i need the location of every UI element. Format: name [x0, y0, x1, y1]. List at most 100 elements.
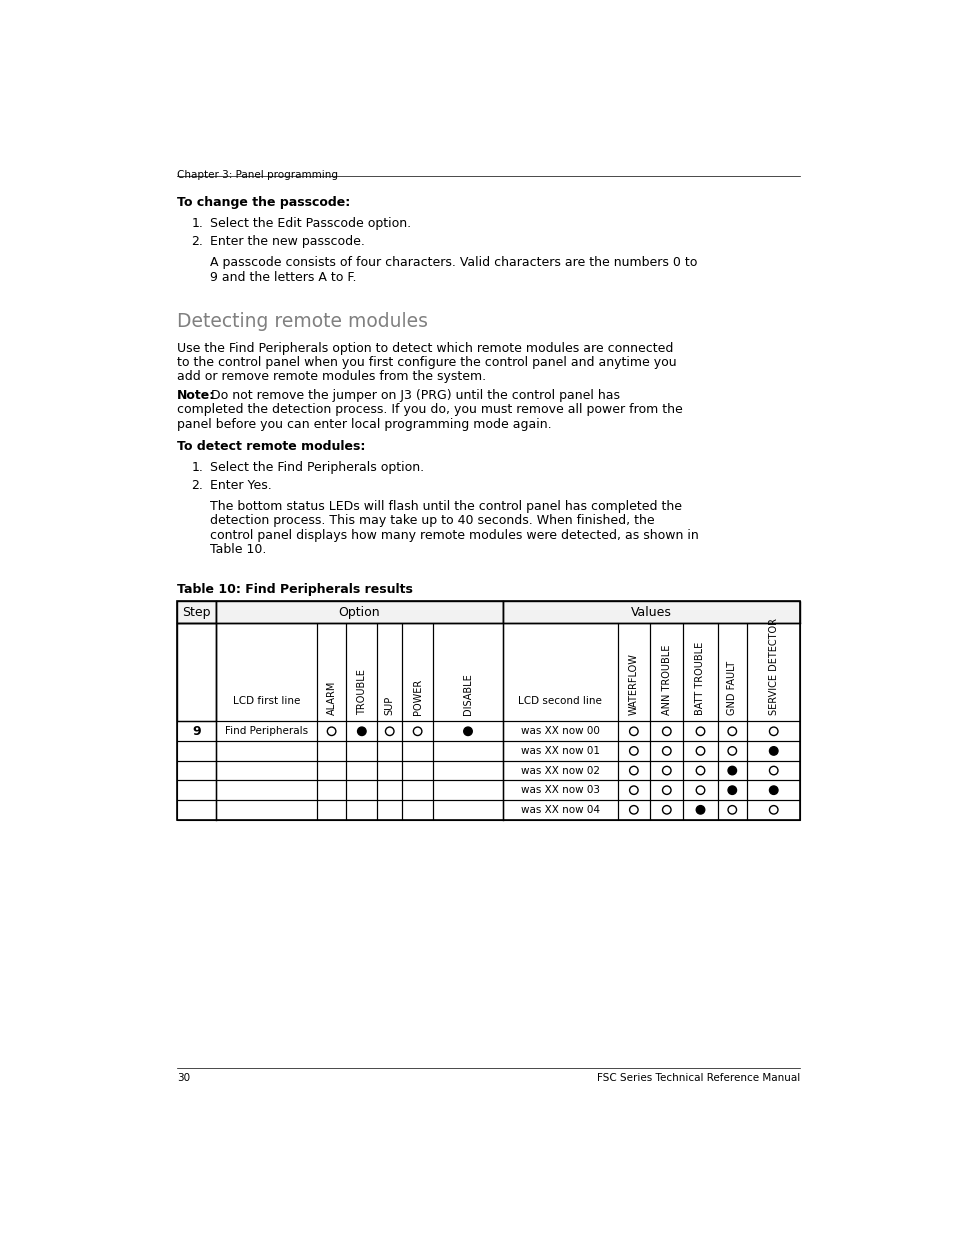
Bar [717, 622, 746, 721]
Bar [316, 781, 346, 800]
Bar [402, 741, 433, 761]
Text: Detecting remote modules: Detecting remote modules [177, 312, 428, 331]
Text: To change the passcode:: To change the passcode: [177, 196, 351, 209]
Text: LCD first line: LCD first line [233, 697, 300, 706]
Circle shape [727, 785, 736, 794]
Bar [649, 781, 682, 800]
Bar [316, 761, 346, 781]
Bar [402, 781, 433, 800]
Bar [617, 721, 649, 741]
Circle shape [696, 805, 704, 814]
Text: Chapter 3: Panel programming: Chapter 3: Panel programming [177, 169, 338, 180]
Bar [402, 622, 433, 721]
Bar [433, 721, 502, 741]
Text: Find Peripherals: Find Peripherals [225, 726, 308, 736]
Text: 9: 9 [193, 725, 201, 737]
Bar [682, 761, 717, 781]
Bar [649, 721, 682, 741]
Bar [346, 781, 377, 800]
Text: add or remove remote modules from the system.: add or remove remote modules from the sy… [177, 370, 486, 383]
Bar [717, 800, 746, 820]
Text: TROUBLE: TROUBLE [356, 669, 367, 715]
Text: Values: Values [631, 605, 672, 619]
Text: Use the Find Peripherals option to detect which remote modules are connected: Use the Find Peripherals option to detec… [177, 342, 673, 354]
Text: GND FAULT: GND FAULT [726, 661, 737, 715]
Text: 1.: 1. [192, 217, 203, 230]
Bar [177, 781, 216, 800]
Bar [746, 761, 800, 781]
Bar [216, 781, 316, 800]
Bar [502, 761, 617, 781]
Bar [377, 622, 402, 721]
Text: Option: Option [338, 605, 380, 619]
Bar [502, 741, 617, 761]
Bar [746, 800, 800, 820]
Bar [649, 800, 682, 820]
Bar [346, 721, 377, 741]
Bar [649, 622, 682, 721]
Bar [649, 761, 682, 781]
Text: WATERFLOW: WATERFLOW [628, 653, 639, 715]
Bar [177, 601, 800, 820]
Bar [177, 800, 216, 820]
Text: detection process. This may take up to 40 seconds. When finished, the: detection process. This may take up to 4… [210, 514, 654, 527]
Bar [502, 622, 617, 721]
Bar [402, 721, 433, 741]
Text: control panel displays how many remote modules were detected, as shown in: control panel displays how many remote m… [210, 529, 698, 542]
Text: Enter the new passcode.: Enter the new passcode. [210, 235, 364, 248]
Text: Select the Find Peripherals option.: Select the Find Peripherals option. [210, 461, 423, 474]
Bar [617, 741, 649, 761]
Bar [682, 800, 717, 820]
Text: A passcode consists of four characters. Valid characters are the numbers 0 to: A passcode consists of four characters. … [210, 257, 697, 269]
Bar [346, 761, 377, 781]
Bar [216, 761, 316, 781]
Bar [502, 601, 800, 622]
Text: SERVICE DETECTOR: SERVICE DETECTOR [768, 619, 778, 715]
Bar [402, 761, 433, 781]
Bar [682, 721, 717, 741]
Bar [502, 781, 617, 800]
Text: To detect remote modules:: To detect remote modules: [177, 440, 365, 453]
Bar [377, 761, 402, 781]
Bar [216, 601, 502, 622]
Bar [177, 721, 216, 741]
Bar [177, 601, 216, 622]
Bar [216, 721, 316, 741]
Text: 2.: 2. [192, 235, 203, 248]
Text: was XX now 02: was XX now 02 [520, 766, 599, 776]
Bar [682, 741, 717, 761]
Bar [433, 781, 502, 800]
Circle shape [769, 747, 778, 755]
Bar [377, 800, 402, 820]
Text: Table 10: Find Peripherals results: Table 10: Find Peripherals results [177, 583, 413, 595]
Text: completed the detection process. If you do, you must remove all power from the: completed the detection process. If you … [177, 404, 682, 416]
Bar [216, 622, 316, 721]
Bar [346, 622, 377, 721]
Text: DISABLE: DISABLE [462, 673, 473, 715]
Bar [377, 781, 402, 800]
Text: 2.: 2. [192, 479, 203, 492]
Bar [433, 741, 502, 761]
Text: SUP: SUP [384, 697, 395, 715]
Circle shape [357, 727, 366, 736]
Text: ANN TROUBLE: ANN TROUBLE [661, 645, 671, 715]
Text: was XX now 03: was XX now 03 [520, 785, 599, 795]
Bar [316, 800, 346, 820]
Bar [502, 721, 617, 741]
Text: ALARM: ALARM [326, 680, 336, 715]
Bar [617, 761, 649, 781]
Bar [402, 800, 433, 820]
Bar [377, 741, 402, 761]
Bar [433, 622, 502, 721]
Bar [682, 781, 717, 800]
Text: 9 and the letters A to F.: 9 and the letters A to F. [210, 270, 356, 284]
Bar [377, 721, 402, 741]
Bar [717, 741, 746, 761]
Text: POWER: POWER [413, 679, 422, 715]
Bar [717, 761, 746, 781]
Bar [177, 622, 216, 721]
Bar [346, 800, 377, 820]
Text: 1.: 1. [192, 461, 203, 474]
Circle shape [463, 727, 472, 736]
Text: was XX now 01: was XX now 01 [520, 746, 599, 756]
